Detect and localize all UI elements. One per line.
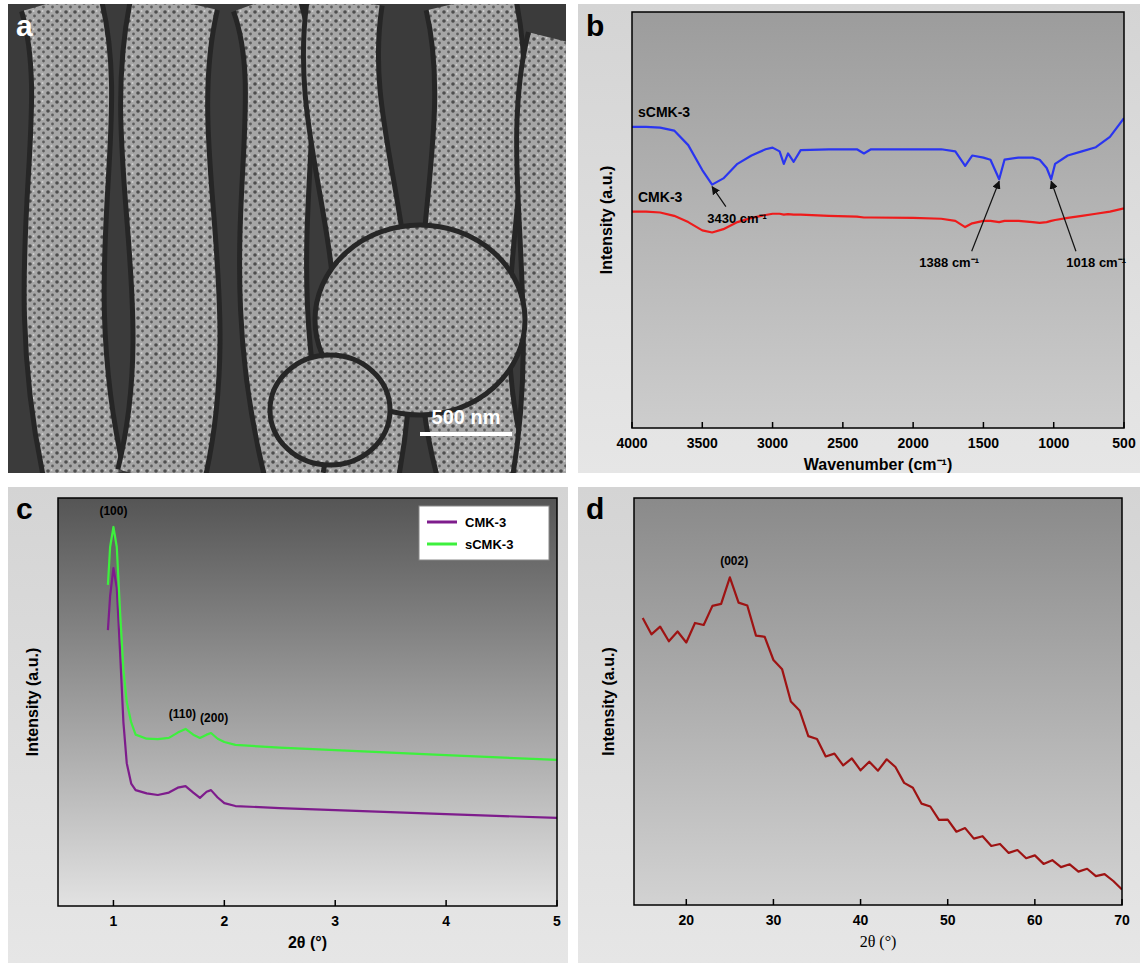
legend-box — [419, 506, 549, 560]
plot-marks — [632, 118, 1124, 232]
x-axis-title: 2θ (°) — [288, 934, 327, 951]
y-axis-title: Intensity (a.u.) — [598, 166, 615, 274]
plot-background — [634, 498, 1122, 905]
annotation: (110) — [169, 707, 196, 721]
x-tick-label: 3 — [331, 913, 339, 929]
annotation: (100) — [99, 504, 127, 518]
series-line — [108, 568, 557, 818]
plot-frame — [58, 498, 557, 906]
plot-background — [632, 12, 1124, 428]
panel-label: d — [586, 492, 604, 525]
panel-background — [578, 4, 1140, 473]
series-line — [632, 118, 1124, 185]
annotation: 3430 cm⁻¹ — [707, 211, 767, 226]
x-tick-label: 5 — [553, 913, 561, 929]
x-axis-title: Wavenumber (cm⁻¹) — [804, 456, 952, 473]
scale-bar — [420, 432, 512, 436]
x-tick-label: 1500 — [968, 435, 999, 451]
x-tick-label: 1 — [110, 913, 118, 929]
x-tick — [702, 422, 704, 428]
x-tick — [983, 422, 985, 428]
series-line — [632, 208, 1124, 232]
x-tick-label: 70 — [1114, 912, 1130, 928]
x-tick — [1034, 899, 1036, 905]
sem-rod-shadow — [160, 4, 177, 473]
panel-label: c — [16, 492, 33, 525]
x-tick — [842, 422, 844, 428]
x-tick — [445, 900, 447, 906]
annotation: 1388 cm⁻¹ — [919, 255, 979, 270]
sem-rod — [160, 4, 177, 473]
annotation-arrow — [712, 187, 726, 207]
annotation-arrow — [1051, 181, 1076, 251]
sem-rod-shadow — [60, 4, 85, 473]
x-tick-label: 40 — [853, 912, 869, 928]
x-tick — [686, 899, 688, 905]
series-line — [643, 577, 1122, 889]
y-axis-title: Intensity (a.u.) — [24, 648, 41, 756]
x-tick-label: 4 — [442, 913, 450, 929]
x-tick — [334, 900, 336, 906]
x-tick — [113, 900, 115, 906]
legend-label: CMK-3 — [465, 515, 506, 530]
annotation-arrow — [972, 181, 1000, 251]
x-tick-label: 2500 — [827, 435, 858, 451]
x-tick-label: 60 — [1027, 912, 1043, 928]
legend-label: sCMK-3 — [465, 537, 513, 552]
plot-background — [58, 498, 557, 906]
panel-label: b — [586, 9, 604, 42]
sem-rod — [60, 4, 85, 473]
sem-blob — [270, 355, 390, 465]
plot-frame — [634, 498, 1122, 905]
plot-marks — [108, 527, 557, 818]
x-tick-label: 50 — [940, 912, 956, 928]
x-tick — [912, 422, 914, 428]
plot-marks — [643, 577, 1122, 889]
x-tick — [224, 900, 226, 906]
scale-bar-label: 500 nm — [432, 406, 501, 428]
x-axis-title: 2θ (°) — [860, 933, 897, 951]
x-tick-label: 20 — [678, 912, 694, 928]
series-line — [108, 527, 557, 760]
sem-rod-shadow — [545, 40, 560, 473]
panel-background — [578, 487, 1140, 963]
x-tick-label: 1000 — [1038, 435, 1069, 451]
panel-label: a — [16, 9, 33, 42]
x-tick-label: 3500 — [687, 435, 718, 451]
x-tick — [773, 899, 775, 905]
x-tick — [947, 899, 949, 905]
sem-image — [8, 4, 566, 473]
panel-background — [8, 487, 568, 963]
series-label: CMK-3 — [638, 189, 683, 205]
x-tick — [860, 899, 862, 905]
annotation: 1018 cm⁻¹ — [1066, 255, 1126, 270]
x-tick — [772, 422, 774, 428]
plot-frame — [632, 12, 1124, 428]
y-axis-title: Intensity (a.u.) — [600, 647, 617, 755]
x-tick-label: 30 — [766, 912, 782, 928]
x-tick-label: 2 — [220, 913, 228, 929]
sem-rod — [545, 40, 560, 473]
x-tick-label: 4000 — [616, 435, 647, 451]
x-tick — [1053, 422, 1055, 428]
series-label: sCMK-3 — [638, 104, 690, 120]
legend-swatch — [427, 521, 457, 524]
annotation: (200) — [200, 711, 228, 725]
x-tick-label: 2000 — [898, 435, 929, 451]
annotation: (002) — [720, 554, 748, 568]
x-tick-label: 500 — [1112, 435, 1136, 451]
x-tick-label: 3000 — [757, 435, 788, 451]
figure: a 500 nm b 4000 3500 3000 2500 2000 1500 1000 500 s… — [0, 0, 1144, 963]
legend-swatch — [427, 543, 457, 546]
